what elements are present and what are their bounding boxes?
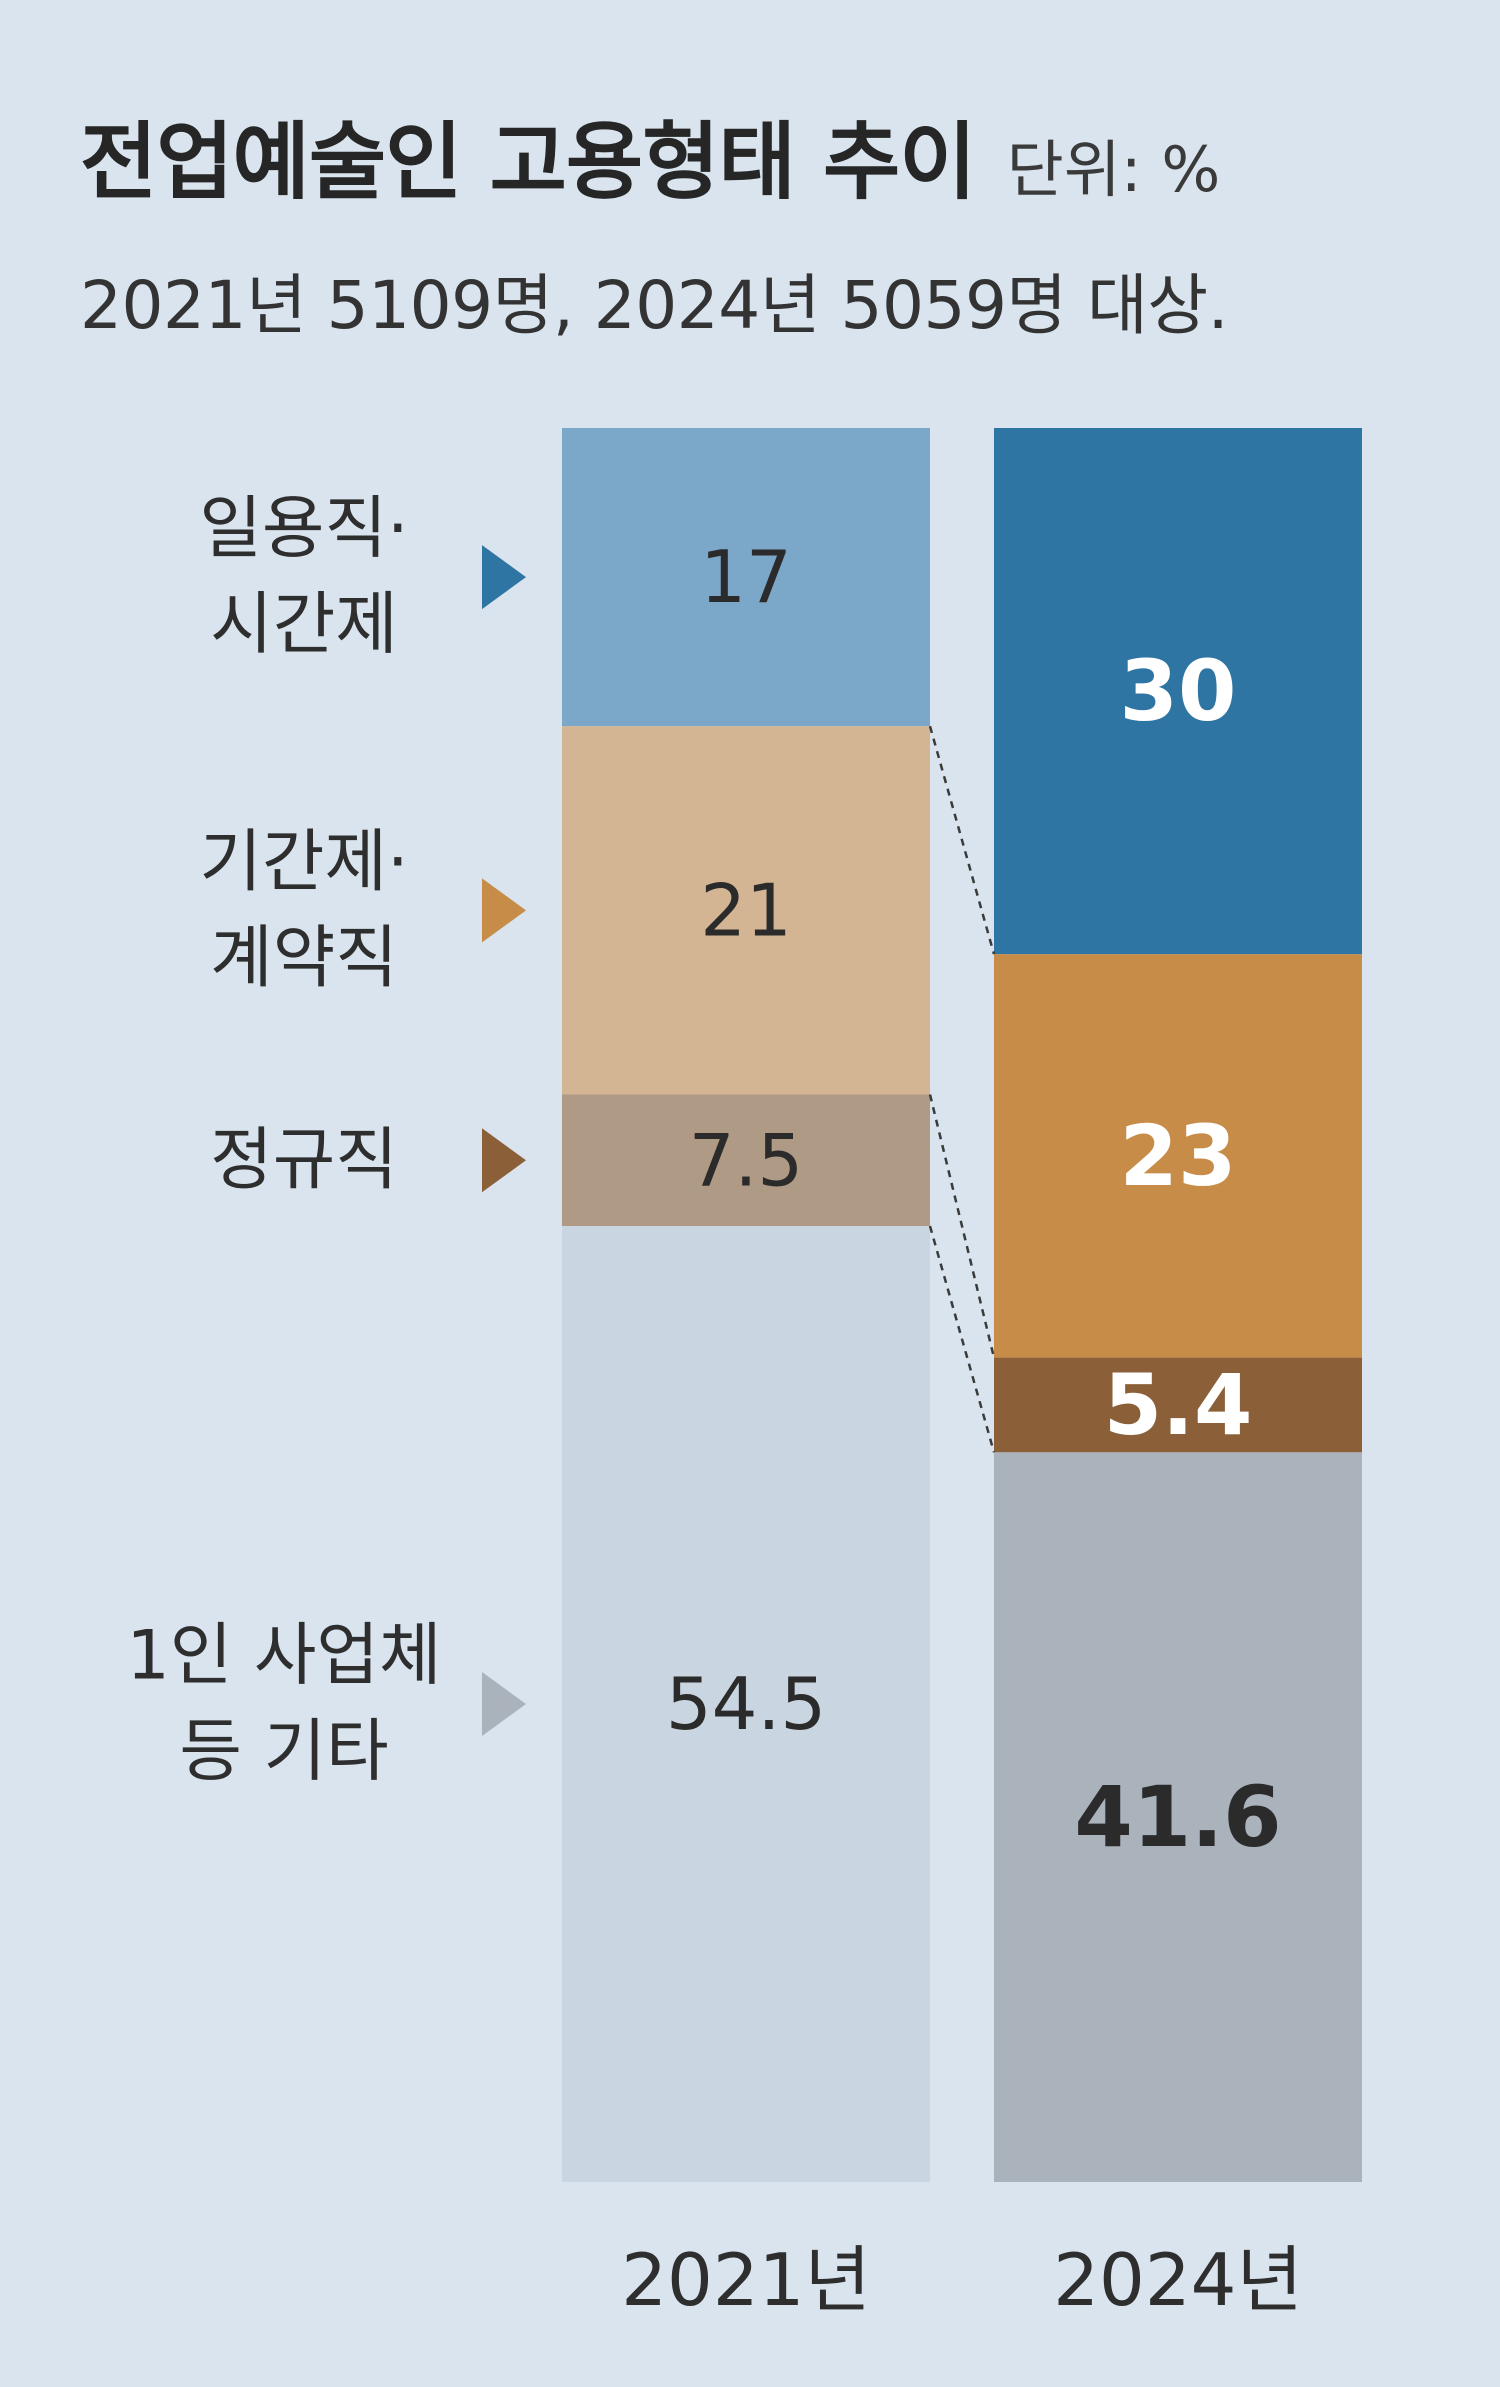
value-label-0-3: 54.5 — [666, 1662, 826, 1746]
value-label-1-1: 23 — [1120, 1107, 1237, 1205]
bar-segment-0-3 — [562, 1226, 930, 2182]
connector-line-1 — [928, 1094, 996, 1358]
chart-title: 전업예술인 고용형태 추이 — [80, 113, 977, 211]
category-label-line: 일용직· — [199, 490, 408, 569]
legend-marker-2 — [482, 1128, 526, 1193]
value-label-1-3: 41.6 — [1074, 1768, 1281, 1866]
category-label-line: 등 기타 — [179, 1713, 388, 1792]
bar-segment-1-3 — [994, 1452, 1362, 2182]
value-label-1-2: 5.4 — [1104, 1356, 1253, 1454]
bar-segment-1-2 — [994, 1357, 1362, 1453]
bar-segment-0-2 — [562, 1094, 930, 1227]
bar-segment-0-1 — [562, 726, 930, 1095]
bar-segment-0-0 — [562, 428, 930, 727]
category-label-line: 계약직 — [210, 919, 398, 998]
category-label-2: 정규직 — [210, 1121, 398, 1200]
category-label-1: 기간제· 계약직 — [199, 823, 408, 998]
category-label-line: 기간제· — [199, 823, 408, 902]
title-row: 전업예술인 고용형태 추이 단위: % — [80, 95, 1220, 216]
category-label-line: 1인 사업체 — [126, 1617, 441, 1696]
bar-segment-1-1 — [994, 954, 1362, 1358]
legend-marker-3 — [482, 1672, 526, 1737]
value-label-0-0: 17 — [700, 535, 792, 619]
x-tick-label-1: 2024년 — [1053, 2238, 1302, 2322]
x-tick-label-0: 2021년 — [621, 2238, 870, 2322]
category-label-0: 일용직· 시간제 — [199, 490, 408, 665]
connector-line-2 — [928, 1225, 996, 1453]
legend-marker-1 — [482, 878, 526, 943]
connector-line-0 — [928, 725, 996, 955]
legend-marker-0 — [482, 545, 526, 610]
category-label-line: 정규직 — [210, 1121, 398, 1200]
bar-segment-1-0 — [994, 428, 1362, 955]
value-label-0-1: 21 — [700, 868, 792, 952]
value-label-0-2: 7.5 — [689, 1118, 804, 1202]
unit-label: 단위: % — [1006, 133, 1221, 206]
category-label-line: 시간제 — [210, 586, 398, 665]
chart-subtitle: 2021년 5109명, 2024년 5059명 대상. — [80, 267, 1229, 344]
value-label-1-0: 30 — [1120, 642, 1237, 740]
